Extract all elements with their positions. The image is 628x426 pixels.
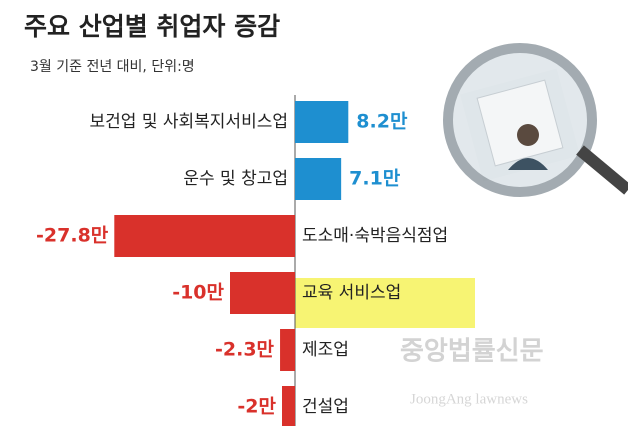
watermark-sub: JoongAng lawnews bbox=[410, 391, 528, 407]
value-label: 8.2만 bbox=[356, 111, 408, 133]
watermark: 중앙법률신문 bbox=[400, 337, 544, 367]
chart-subtitle: 3월 기준 전년 대비, 단위:명 bbox=[30, 59, 195, 75]
value-label: -2만 bbox=[237, 396, 276, 418]
bar bbox=[114, 215, 295, 257]
bar bbox=[282, 386, 295, 426]
bar bbox=[295, 158, 341, 200]
chart-title: 주요 산업별 취업자 증감 bbox=[24, 12, 280, 41]
bar bbox=[230, 272, 295, 314]
value-label: -27.8만 bbox=[36, 225, 109, 247]
category-label: 운수 및 창고업 bbox=[183, 169, 288, 189]
chart: 주요 산업별 취업자 증감 3월 기준 전년 대비, 단위:명 보건업 및 사회… bbox=[0, 0, 628, 426]
category-label: 보건업 및 사회복지서비스업 bbox=[90, 112, 289, 132]
category-label: 교육 서비스업 bbox=[302, 283, 401, 303]
value-label: -2.3만 bbox=[215, 339, 275, 361]
value-label: -10만 bbox=[172, 282, 224, 304]
category-label: 제조업 bbox=[302, 340, 349, 360]
category-label: 건설업 bbox=[302, 397, 349, 417]
category-label: 도소매·숙박음식점업 bbox=[302, 226, 448, 246]
value-label: 7.1만 bbox=[349, 168, 401, 190]
bar bbox=[295, 101, 348, 143]
magnifier-illustration bbox=[448, 48, 628, 192]
bar bbox=[280, 329, 295, 371]
